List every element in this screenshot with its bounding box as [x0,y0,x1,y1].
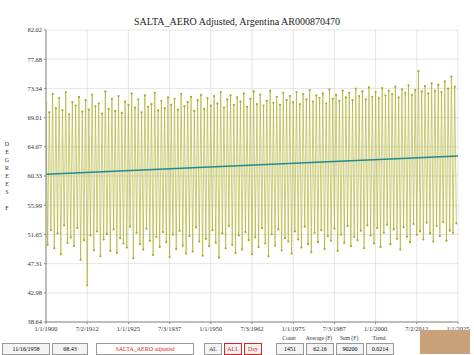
svg-text:73.34: 73.34 [27,85,42,92]
svg-text:1/1/1925: 1/1/1925 [117,325,140,332]
svg-text:7/2/2012: 7/2/2012 [405,324,429,332]
svg-text:47.31: 47.31 [27,260,42,267]
svg-text:55.99: 55.99 [27,202,42,209]
svg-text:1/1/1975: 1/1/1975 [282,325,305,332]
html-text:SALTA_AERO adjusted: SALTA_AERO adjusted [115,346,175,352]
svg-text:7/2/1912: 7/2/1912 [76,325,99,332]
html-text:E: E [5,149,9,155]
html-text:D: D [4,141,10,147]
html-text:Day: Day [248,346,258,352]
html-text:E: E [5,181,9,187]
html-text:R: R [5,165,9,171]
svg-text:1/1/2000: 1/1/2000 [364,325,387,332]
svg-text:42.98: 42.98 [27,289,42,296]
svg-text:1/1/1900: 1/1/1900 [34,325,57,332]
svg-text:64.67: 64.67 [27,143,42,150]
html-text:E: E [5,173,9,179]
html-text:Average (F): Average (F) [305,335,333,341]
html-text:Trend: Trend [372,335,386,341]
html-text:AL: AL [209,346,217,352]
html-text:90200: 90200 [342,346,358,352]
html-text:S: S [5,189,9,195]
svg-text:69.01: 69.01 [27,114,42,121]
svg-text:82.02: 82.02 [27,26,42,33]
svg-text:7/3/1937: 7/3/1937 [158,325,182,332]
html-text:G: G [4,157,10,163]
svg-text:77.68: 77.68 [27,56,42,63]
svg-text:1/1/2025: 1/1/2025 [446,324,470,332]
svg-text:38.64: 38.64 [27,318,42,325]
html-text:SALTA_AERO Adjusted, Argentina: SALTA_AERO Adjusted, Argentina AR0008704… [134,16,340,27]
html-text:62.16: 62.16 [313,346,327,352]
html-text:1451: 1451 [284,346,296,352]
html-text:0.0214: 0.0214 [371,346,389,352]
svg-text:60.33: 60.33 [27,172,42,179]
svg-text:51.65: 51.65 [27,231,42,238]
svg-text:7/3/1962: 7/3/1962 [240,325,263,332]
html-text:ALL: ALL [227,346,239,352]
svg-text:7/3/1987: 7/3/1987 [323,325,347,332]
svg-text:1/1/1950: 1/1/1950 [199,325,222,332]
html-text:Sum (F): Sum (F) [339,335,359,341]
html-text:F: F [5,205,9,211]
html-text:11/16/1958: 11/16/1958 [12,346,40,352]
html-text:Count: Count [282,335,296,341]
html-text:68.43: 68.43 [63,346,77,352]
